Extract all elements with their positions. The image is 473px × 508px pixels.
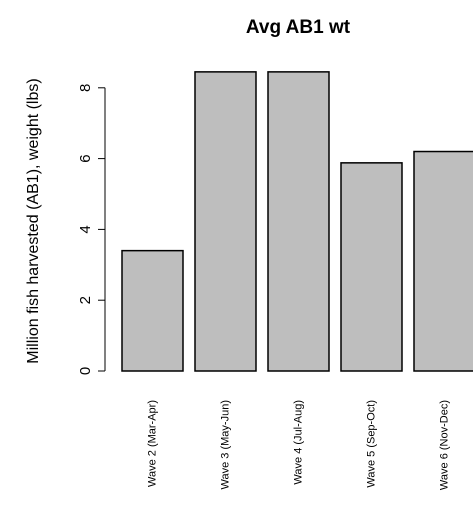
bar [194, 71, 257, 372]
x-tick-label: Wave 3 (May-Jun) [220, 400, 232, 489]
y-tick-label: 2 [77, 296, 94, 304]
y-tick-label: 0 [77, 367, 94, 375]
y-axis: 0 2 4 6 8 [77, 84, 106, 375]
x-tick-label: Wave 2 (Mar-Apr) [147, 400, 159, 487]
y-tick-label: 8 [77, 84, 94, 92]
y-tick-label: 6 [77, 154, 94, 162]
bars [121, 71, 473, 372]
bar [413, 150, 473, 372]
x-tick-label: Wave 6 (Nov-Dec) [439, 400, 451, 490]
y-tick-label: 4 [77, 225, 94, 233]
chart-title: Avg AB1 wt [246, 17, 351, 38]
bar [267, 71, 330, 372]
x-tick-label: Wave 4 (Jul-Aug) [293, 400, 305, 485]
x-tick-labels: Wave 2 (Mar-Apr) Wave 3 (May-Jun) Wave 4 (… [147, 400, 451, 490]
y-axis-label: Million fish harvested (AB1), weight (lb… [25, 78, 42, 363]
x-tick-label: Wave 5 (Sep-Oct) [366, 400, 378, 488]
bar [121, 249, 184, 372]
bar [340, 162, 403, 372]
